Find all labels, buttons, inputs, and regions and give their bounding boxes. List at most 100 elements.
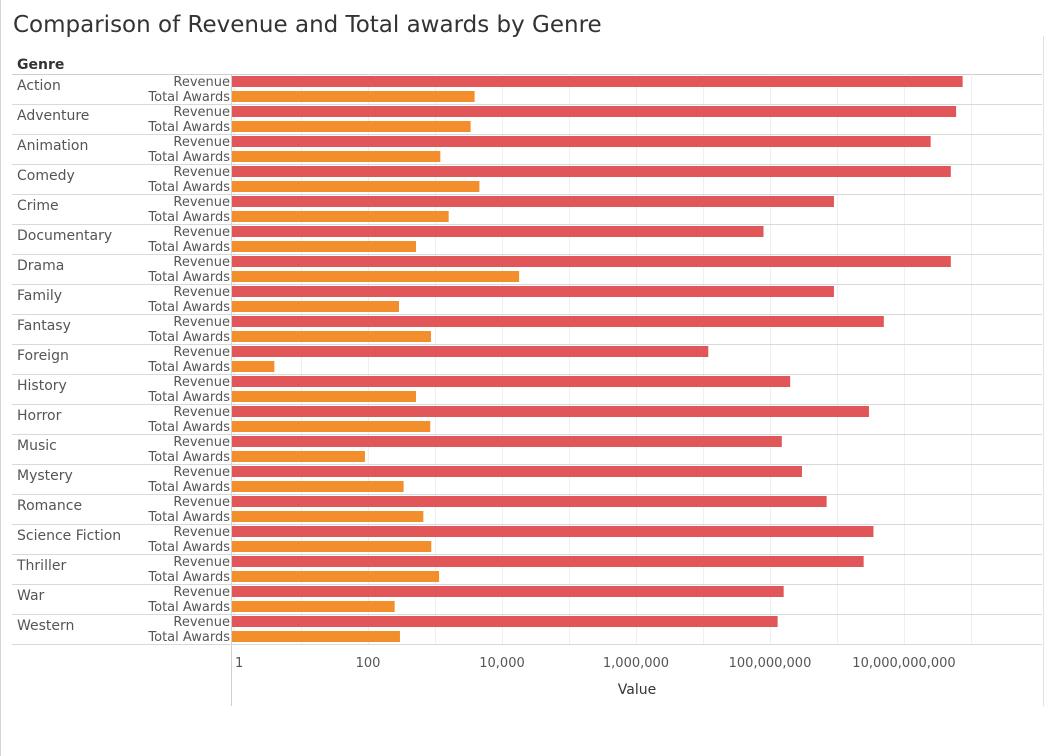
- category-label: Western: [17, 618, 74, 634]
- series-label-total-awards: Total Awards: [147, 150, 230, 165]
- series-label-total-awards: Total Awards: [147, 450, 230, 465]
- category-label: Mystery: [17, 468, 73, 484]
- category-label: Adventure: [17, 108, 89, 124]
- series-label-total-awards: Total Awards: [147, 180, 230, 195]
- category-label: Music: [17, 438, 57, 454]
- series-label-revenue: Revenue: [173, 615, 230, 630]
- x-axis-title: Value: [618, 682, 656, 698]
- category-label: Crime: [17, 198, 59, 214]
- total-awards-bar: [232, 181, 480, 192]
- revenue-bar: [232, 616, 778, 627]
- category-label: Animation: [17, 138, 88, 154]
- series-label-revenue: Revenue: [173, 405, 230, 420]
- category-label: Action: [17, 78, 61, 94]
- total-awards-bar: [232, 211, 449, 222]
- series-label-total-awards: Total Awards: [147, 570, 230, 585]
- series-label-total-awards: Total Awards: [147, 540, 230, 555]
- revenue-bar: [232, 466, 802, 477]
- revenue-bar: [232, 106, 957, 117]
- total-awards-bar: [232, 421, 431, 432]
- series-label-total-awards: Total Awards: [147, 390, 230, 405]
- series-label-revenue: Revenue: [173, 75, 230, 90]
- series-label-total-awards: Total Awards: [147, 90, 230, 105]
- category-label: Comedy: [17, 168, 75, 184]
- category-label: History: [17, 378, 67, 394]
- series-label-revenue: Revenue: [173, 585, 230, 600]
- total-awards-bar: [232, 361, 275, 372]
- series-label-total-awards: Total Awards: [147, 510, 230, 525]
- category-label: Foreign: [17, 348, 69, 364]
- category-label: Drama: [17, 258, 64, 274]
- total-awards-bar: [232, 151, 441, 162]
- series-label-revenue: Revenue: [173, 225, 230, 240]
- total-awards-bar: [232, 121, 471, 132]
- bar-layer: [232, 76, 963, 642]
- total-awards-bar: [232, 241, 416, 252]
- total-awards-bar: [232, 91, 475, 102]
- category-label: Family: [17, 288, 62, 304]
- x-tick-label: 1: [235, 656, 243, 671]
- x-tick-label: 100,000,000: [729, 656, 812, 671]
- revenue-bar: [232, 346, 709, 357]
- revenue-bar: [232, 256, 951, 267]
- category-label: War: [17, 588, 45, 604]
- series-label-total-awards: Total Awards: [147, 270, 230, 285]
- total-awards-bar: [232, 271, 520, 282]
- series-label-revenue: Revenue: [173, 375, 230, 390]
- revenue-bar: [232, 586, 784, 597]
- revenue-bar: [232, 76, 963, 87]
- x-tick-label: 1,000,000: [603, 656, 669, 671]
- total-awards-bar: [232, 511, 424, 522]
- revenue-bar: [232, 556, 864, 567]
- category-label: Documentary: [17, 228, 112, 244]
- series-label-total-awards: Total Awards: [147, 420, 230, 435]
- chart-title: Comparison of Revenue and Total awards b…: [13, 12, 602, 38]
- series-label-revenue: Revenue: [173, 135, 230, 150]
- series-label-total-awards: Total Awards: [147, 330, 230, 345]
- x-tick-label: 10,000,000,000: [852, 656, 955, 671]
- total-awards-bar: [232, 601, 395, 612]
- category-label: Romance: [17, 498, 82, 514]
- revenue-bar: [232, 316, 884, 327]
- total-awards-bar: [232, 391, 416, 402]
- series-label-revenue: Revenue: [173, 195, 230, 210]
- series-label-revenue: Revenue: [173, 525, 230, 540]
- total-awards-bar: [232, 541, 432, 552]
- revenue-bar: [232, 136, 931, 147]
- series-label-revenue: Revenue: [173, 555, 230, 570]
- series-label-total-awards: Total Awards: [147, 300, 230, 315]
- total-awards-bar: [232, 631, 400, 642]
- series-label-revenue: Revenue: [173, 315, 230, 330]
- series-label-revenue: Revenue: [173, 105, 230, 120]
- series-label-total-awards: Total Awards: [147, 630, 230, 645]
- x-tick-label: 100: [356, 656, 381, 671]
- category-label: Thriller: [16, 558, 66, 574]
- row-header-label: Genre: [17, 57, 64, 73]
- series-label-total-awards: Total Awards: [147, 120, 230, 135]
- series-label-revenue: Revenue: [173, 435, 230, 450]
- revenue-bar: [232, 286, 834, 297]
- series-label-revenue: Revenue: [173, 255, 230, 270]
- total-awards-bar: [232, 301, 399, 312]
- category-label: Science Fiction: [17, 528, 121, 544]
- series-label-total-awards: Total Awards: [147, 240, 230, 255]
- total-awards-bar: [232, 451, 365, 462]
- revenue-bar: [232, 376, 791, 387]
- revenue-bar: [232, 196, 834, 207]
- series-label-revenue: Revenue: [173, 165, 230, 180]
- series-label-total-awards: Total Awards: [147, 600, 230, 615]
- series-label-revenue: Revenue: [173, 495, 230, 510]
- category-label: Fantasy: [17, 318, 71, 334]
- revenue-bar: [232, 226, 764, 237]
- series-label-revenue: Revenue: [173, 345, 230, 360]
- axis-layer: 1 100 10,000 1,000,000 100,000,000 10,000,000…: [235, 656, 956, 698]
- series-label-revenue: Revenue: [173, 285, 230, 300]
- series-label-revenue: Revenue: [173, 465, 230, 480]
- revenue-bar: [232, 166, 951, 177]
- x-tick-label: 10,000: [479, 656, 525, 671]
- revenue-bar: [232, 436, 782, 447]
- revenue-bar: [232, 526, 874, 537]
